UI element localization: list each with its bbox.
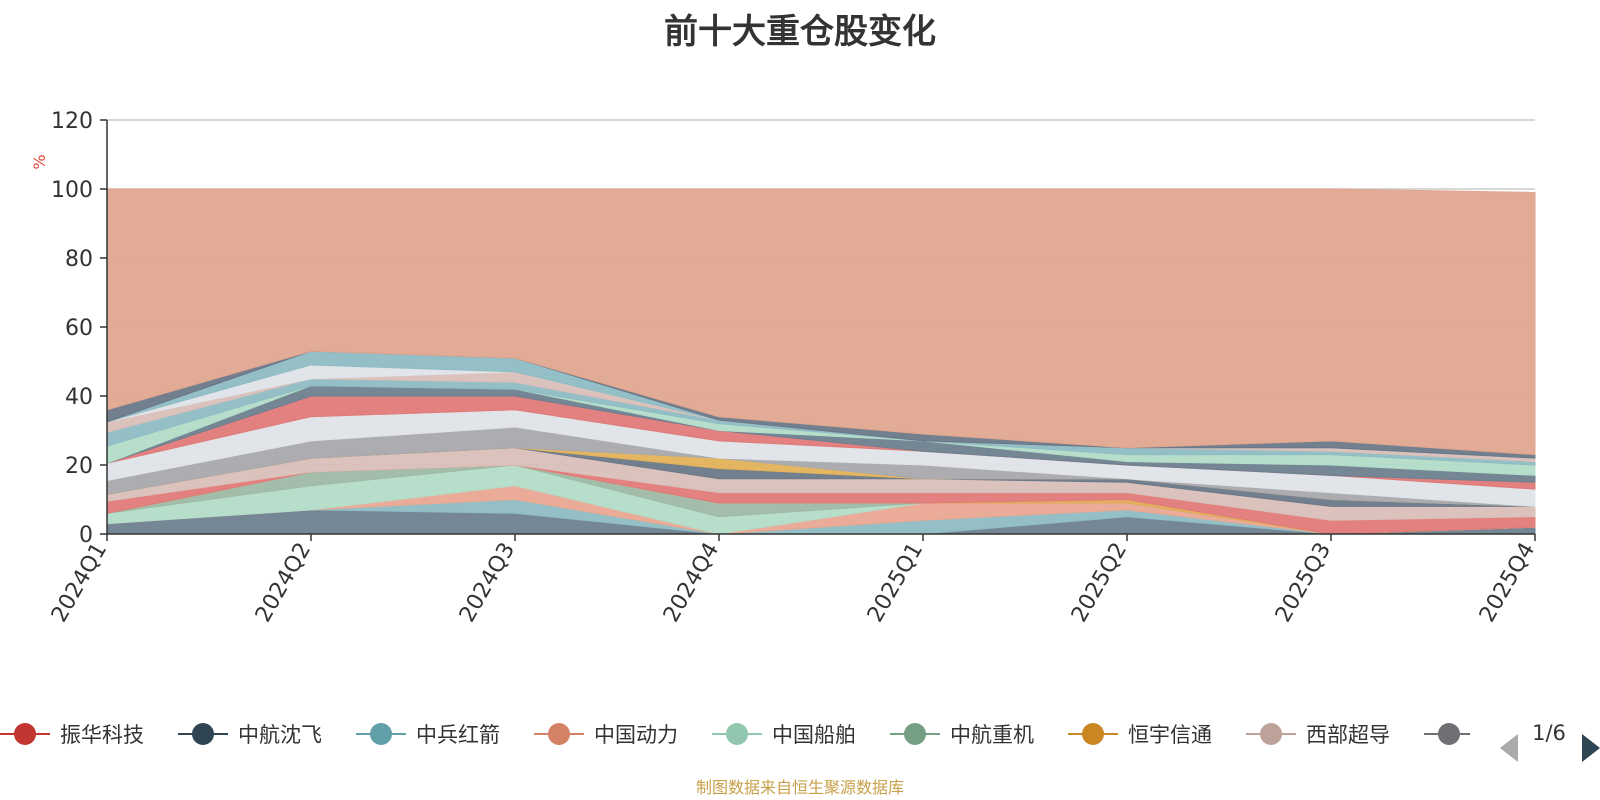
x-tick-label: 2025Q4 [1475, 539, 1540, 627]
x-tick-label: 2025Q3 [1271, 539, 1336, 627]
y-tick-label: 80 [65, 247, 93, 272]
x-tick-label: 2024Q4 [659, 539, 724, 627]
legend-pager: 1/6 [1500, 721, 1600, 762]
area-series-group [106, 188, 1536, 535]
legend-marker-icon [904, 723, 926, 745]
y-tick-label: 120 [51, 109, 93, 134]
legend-marker-icon [192, 723, 214, 745]
legend-item[interactable]: 恒宇信通 [1068, 723, 1212, 747]
x-tick-label: 2024Q1 [47, 539, 112, 627]
y-tick-label: 20 [65, 454, 93, 479]
legend-item[interactable]: 中航沈飞 [178, 723, 322, 747]
x-tick-label: 2024Q3 [455, 539, 520, 627]
y-tick-label: 0 [79, 523, 93, 548]
legend-item[interactable]: 中航重机 [890, 723, 1034, 747]
legend-item[interactable]: 中国动力 [534, 723, 678, 747]
legend-marker-icon [370, 723, 392, 745]
legend-marker-icon [14, 723, 36, 745]
legend-label: 中航重机 [950, 723, 1034, 747]
area-series-21[interactable] [106, 188, 1536, 456]
legend-marker-icon [548, 723, 570, 745]
legend-label: 中兵红箭 [416, 723, 500, 747]
y-tick-label: 60 [65, 316, 93, 341]
legend-prev-arrow-icon[interactable] [1500, 734, 1518, 762]
x-tick-label: 2025Q1 [863, 539, 928, 627]
legend: 振华科技 中航沈飞 中兵红箭 中国动力 中国船舶 中航重机 恒宇信通 西部超导 天 [0, 723, 1505, 747]
x-tick-label: 2024Q2 [251, 539, 316, 627]
legend-label: 天 [1484, 723, 1505, 747]
data-source-note: 制图数据来自恒生聚源数据库 [695, 778, 904, 797]
legend-marker-icon [1438, 723, 1460, 745]
legend-label: 中国动力 [594, 723, 678, 747]
legend-label: 振华科技 [60, 723, 144, 747]
y-tick-label: 100 [51, 178, 93, 203]
y-tick-label: 40 [65, 385, 93, 410]
y-axis-label: % [30, 154, 49, 169]
legend-item[interactable]: 振华科技 [0, 723, 144, 747]
legend-marker-icon [1260, 723, 1282, 745]
legend-item[interactable]: 西部超导 [1246, 723, 1390, 747]
legend-marker-icon [726, 723, 748, 745]
legend-label: 中航沈飞 [238, 723, 322, 747]
chart-title: 前十大重仓股变化 [664, 12, 936, 52]
legend-label: 恒宇信通 [1128, 723, 1212, 747]
legend-next-arrow-icon[interactable] [1582, 734, 1600, 762]
legend-item[interactable]: 中国船舶 [712, 723, 856, 747]
legend-page-indicator: 1/6 [1532, 721, 1566, 745]
legend-item[interactable]: 中兵红箭 [356, 723, 500, 747]
x-tick-label: 2025Q2 [1067, 539, 1132, 627]
legend-marker-icon [1082, 723, 1104, 745]
legend-label: 中国船舶 [772, 723, 856, 747]
legend-item[interactable]: 天 [1424, 723, 1505, 747]
legend-label: 西部超导 [1306, 723, 1390, 747]
